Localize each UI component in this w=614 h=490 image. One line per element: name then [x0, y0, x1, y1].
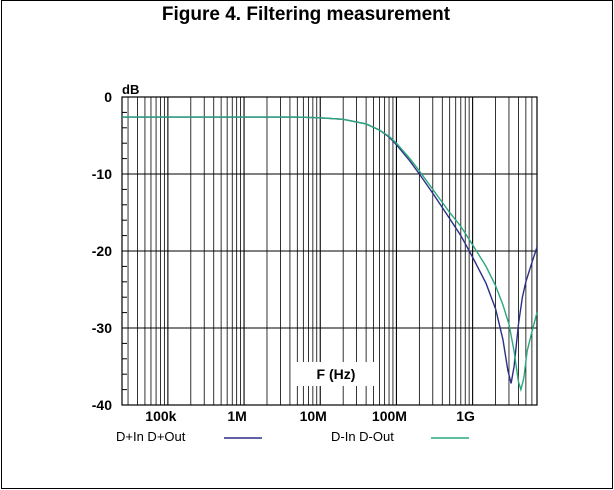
grid — [121, 96, 538, 406]
series-group — [122, 116, 538, 393]
y-unit-label-group: dB — [121, 82, 145, 97]
tick-labels: 0 -10 -20 -30 -40 100k 1M 10M 100M 1G — [92, 89, 475, 424]
x-axis-label: F (Hz) — [317, 366, 356, 382]
plot-border — [121, 96, 538, 406]
x-tick-label: 1G — [456, 408, 475, 424]
y-axis-unit-label: dB — [122, 82, 139, 97]
x-axis-label-group: F (Hz) — [296, 362, 376, 386]
x-tick-label: 1M — [227, 408, 246, 424]
figure-title: Figure 4. Filtering measurement — [161, 4, 451, 25]
x-tick-label: 100k — [145, 408, 176, 424]
y-tick-label: -40 — [92, 397, 112, 413]
x-tick-label: 100M — [372, 408, 407, 424]
legend: D+In D+Out D-In D-Out — [116, 429, 469, 444]
x-tick-label: 10M — [300, 408, 327, 424]
legend-label-2: D-In D-Out — [331, 429, 394, 444]
y-tick-label: -30 — [92, 320, 112, 336]
series-line-2 — [122, 116, 538, 393]
legend-label-1: D+In D+Out — [116, 429, 186, 444]
y-tick-label: 0 — [104, 89, 112, 105]
series-line-1 — [122, 116, 538, 384]
y-tick-label: -10 — [92, 166, 112, 182]
y-tick-label: -20 — [92, 243, 112, 259]
